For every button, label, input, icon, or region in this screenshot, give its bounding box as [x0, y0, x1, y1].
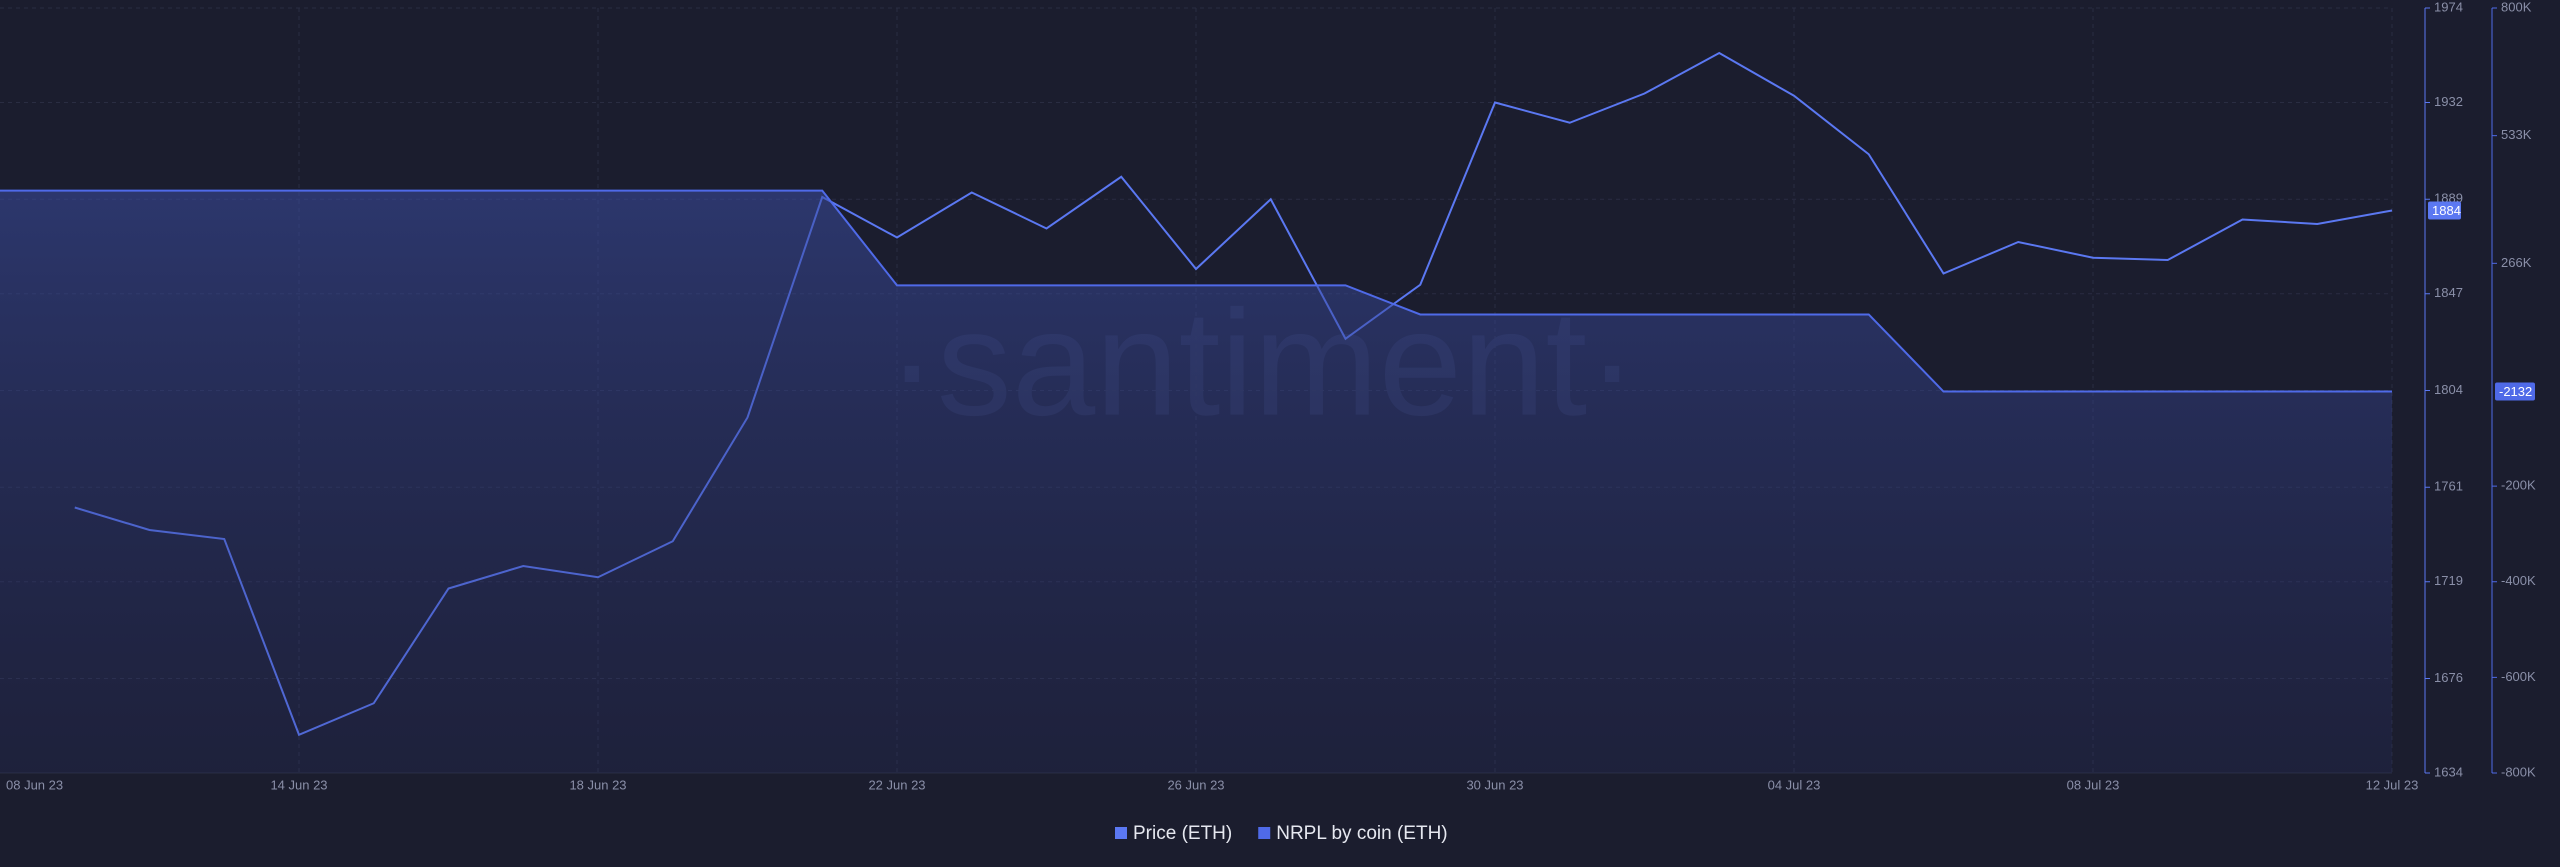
area [0, 190, 2392, 774]
y-tick-label: 1634 [2434, 764, 2463, 779]
y2-tick-label: -400K [2501, 573, 2536, 588]
y2-tick-label: 266K [2501, 255, 2532, 270]
y-tick-label: 1932 [2434, 94, 2463, 109]
y-tick-label: 1847 [2434, 285, 2463, 300]
x-tick-label: 04 Jul 23 [1768, 777, 1821, 792]
x-tick-label: 08 Jun 23 [6, 777, 63, 792]
legend-swatch [1258, 827, 1271, 839]
y2-tick-label: -600K [2501, 669, 2536, 684]
y-tick-label: 1974 [2434, 0, 2463, 14]
legend-label: Price (ETH) [1133, 823, 1232, 844]
x-tick-label: 14 Jun 23 [270, 777, 327, 792]
legend-swatch [1115, 827, 1127, 839]
y-tick-label: 1804 [2434, 382, 2463, 397]
y2-tick-label: -800K [2501, 764, 2536, 779]
last-value-badge [2428, 201, 2461, 220]
y2-tick-label: -200K [2501, 478, 2536, 493]
y-tick-label: 1761 [2434, 479, 2463, 494]
last-value-badge [2495, 382, 2535, 401]
x-tick-label: 26 Jun 23 [1167, 777, 1224, 792]
x-tick-label: 22 Jun 23 [868, 777, 925, 792]
y2-tick-label: 533K [2501, 127, 2532, 142]
legend-label: NRPL by coin (ETH) [1276, 823, 1447, 844]
y-tick-label: 1676 [2434, 670, 2463, 685]
x-tick-label: 08 Jul 23 [2067, 777, 2120, 792]
x-tick-label: 30 Jun 23 [1466, 777, 1523, 792]
last-value-label: 1884 [2432, 203, 2461, 218]
x-tick-label: 12 Jul 23 [2366, 777, 2419, 792]
y-tick-label: 1719 [2434, 573, 2463, 588]
last-value-label: -2132 [2499, 384, 2532, 399]
x-tick-label: 18 Jun 23 [569, 777, 626, 792]
y2-tick-label: 800K [2501, 0, 2532, 14]
line [0, 189, 2392, 393]
